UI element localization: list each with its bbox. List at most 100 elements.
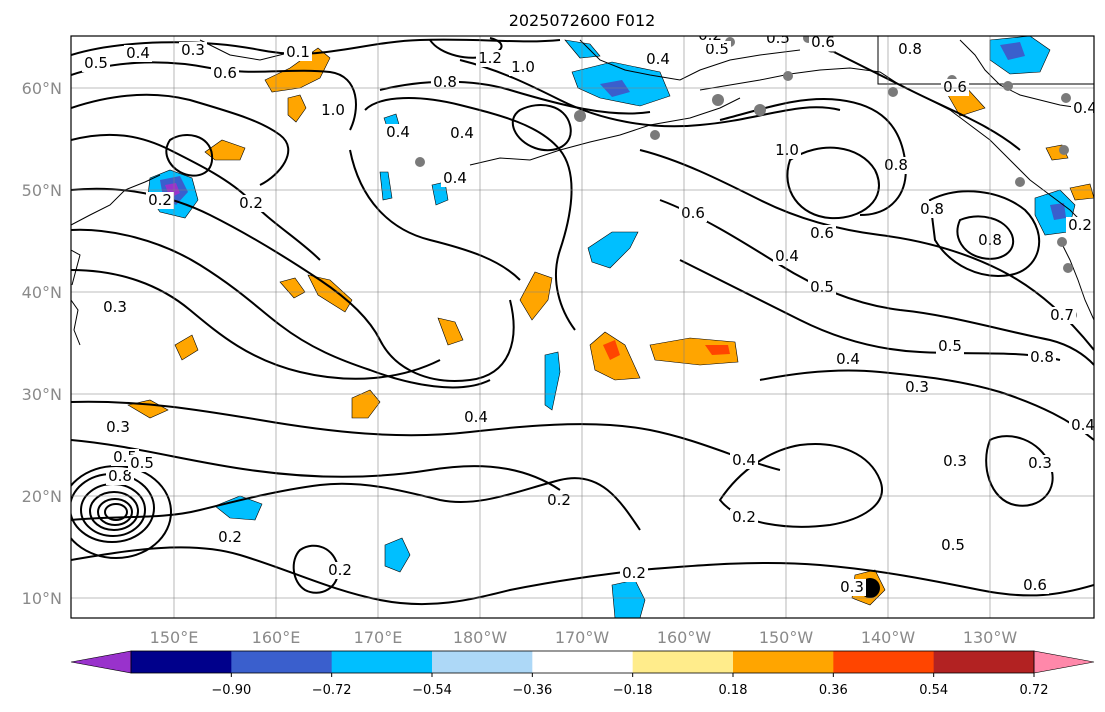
colorbar-segment — [331, 651, 433, 673]
contour-label: 0.5 — [766, 29, 790, 47]
contour-label: 0.6 — [1023, 576, 1047, 594]
contour-label-bg — [476, 50, 504, 67]
contour-label: 0.2 — [732, 508, 756, 526]
contour-label-bg — [284, 44, 312, 61]
contour-label: 0.6 — [213, 64, 237, 82]
contour-label: 0.2 — [239, 194, 263, 212]
contour-label-bg — [764, 36, 792, 47]
contour-label-bg — [319, 102, 347, 119]
contour-label: 0.2 — [622, 564, 646, 582]
latitude-label: 30°N — [22, 385, 62, 404]
contour-label: 0.6 — [943, 78, 967, 96]
longitude-label: 140°W — [861, 628, 916, 647]
latitude-labels: 60°N 50°N 40°N 30°N 20°N 10°N — [22, 79, 62, 608]
longitude-labels: 150°E 160°E 170°E 180°W 170°W 160°W 150°W 140°W… — [150, 628, 1018, 647]
map-border — [70, 35, 1095, 619]
colorbar-segment — [532, 651, 634, 673]
contour-label-bg — [1021, 577, 1049, 594]
contour-label-bg — [124, 45, 152, 62]
contour-label: 0.7 — [1050, 306, 1074, 324]
contour-label: 0.6 — [810, 224, 834, 242]
contour-label: 0.6 — [681, 204, 705, 222]
contour-label: 1.0 — [511, 58, 535, 76]
contour-label: 0.5 — [130, 454, 154, 472]
map-title: 2025072600 F012 — [509, 11, 656, 30]
contour-label-bg — [834, 351, 862, 368]
contour-label: 0.2 — [328, 561, 352, 579]
contour-label: 0.8 — [884, 156, 908, 174]
colorbar-tick-label: 0.54 — [919, 683, 948, 698]
contour-label-bg — [1026, 455, 1054, 472]
colorbar — [70, 650, 1095, 674]
colorbar-segment — [131, 651, 232, 673]
colorbar-tick-label: 0.72 — [1020, 683, 1049, 698]
contour-label: 0.4 — [126, 44, 150, 62]
contour-label-bg — [696, 36, 724, 44]
contour-label: 0.5 — [941, 536, 965, 554]
contour-label-bg — [882, 157, 910, 174]
contour-label: 0.3 — [905, 378, 929, 396]
contour-label-bg — [679, 205, 707, 222]
longitude-label: 150°E — [150, 628, 199, 647]
contour-label: 0.8 — [920, 200, 944, 218]
contour-label: 0.3 — [106, 418, 130, 436]
contour-label-bg — [146, 192, 174, 209]
colorbar-tick-labels: −0.90 −0.72 −0.54 −0.36 −0.18 0.18 0.36 0.54 0.7… — [211, 673, 1049, 698]
contour-label-bg — [809, 36, 837, 51]
colorbar-tick-label: 0.18 — [719, 683, 748, 698]
map-content: 0.5 0.4 0.3 0.6 0.1 1.2 1.0 0.8 0.4 0.4 0.4 0.5 0.4 0… — [71, 26, 1095, 618]
graticule — [71, 36, 1094, 618]
contour-label-bg — [703, 41, 731, 58]
contour-label-bg — [101, 299, 129, 316]
latitude-label: 50°N — [22, 181, 62, 200]
contour-label-bg — [431, 74, 459, 91]
coastlines — [71, 36, 1094, 346]
latitude-label: 20°N — [22, 487, 62, 506]
contour-label-bg — [941, 79, 969, 96]
contour-label: 0.5 — [938, 337, 962, 355]
contour-label-bg — [82, 55, 110, 72]
contour-label: 1.0 — [775, 141, 799, 159]
contour-label-bg — [730, 452, 758, 469]
contour-label: 0.3 — [181, 41, 205, 59]
longitude-label: 170°E — [354, 628, 403, 647]
contour-label-bg — [936, 338, 964, 355]
contour-label-bg — [1071, 100, 1094, 117]
colorbar-tick-label: −0.72 — [312, 683, 352, 698]
contour-label-bg — [448, 125, 476, 142]
contour-label: 0.3 — [103, 298, 127, 316]
colorbar-tick-label: −0.90 — [211, 683, 251, 698]
contour-label: 0.1 — [286, 43, 310, 61]
colorbar-tick-label: −0.36 — [512, 683, 552, 698]
contour-label-bg — [939, 537, 967, 554]
contour-label: 0.4 — [775, 247, 799, 265]
contour-label-bg — [211, 65, 239, 82]
contour-label: 0.4 — [443, 169, 467, 187]
contour-label-bg — [838, 579, 866, 596]
contour-label: 0.2 — [547, 491, 571, 509]
contour-label: 0.8 — [433, 73, 457, 91]
contour-label: 0.8 — [1030, 348, 1054, 366]
contour-label: 1.2 — [478, 49, 502, 67]
contour-label: 0.3 — [1028, 454, 1052, 472]
contour-label: 0.5 — [84, 54, 108, 72]
colorbar-tick-label: −0.54 — [412, 683, 452, 698]
contour-label: 0.2 — [698, 26, 722, 44]
contour-label-bg — [941, 453, 969, 470]
contour-label-bg — [104, 419, 132, 436]
contour-label-bg — [773, 142, 801, 159]
contour-label: 0.8 — [108, 467, 132, 485]
colorbar-tick-label: 0.36 — [819, 683, 848, 698]
contour-label: 0.4 — [1071, 416, 1095, 434]
contour-lines — [71, 37, 1094, 606]
longitude-label: 170°W — [555, 628, 610, 647]
contour-label: 0.4 — [386, 123, 410, 141]
contour-label-bg — [237, 195, 265, 212]
contour-label-bg — [620, 565, 648, 582]
contour-label: 0.8 — [898, 40, 922, 58]
contour-label-bg — [128, 455, 156, 472]
contour-label: 0.5 — [810, 278, 834, 296]
colorbar-segment — [632, 651, 734, 673]
